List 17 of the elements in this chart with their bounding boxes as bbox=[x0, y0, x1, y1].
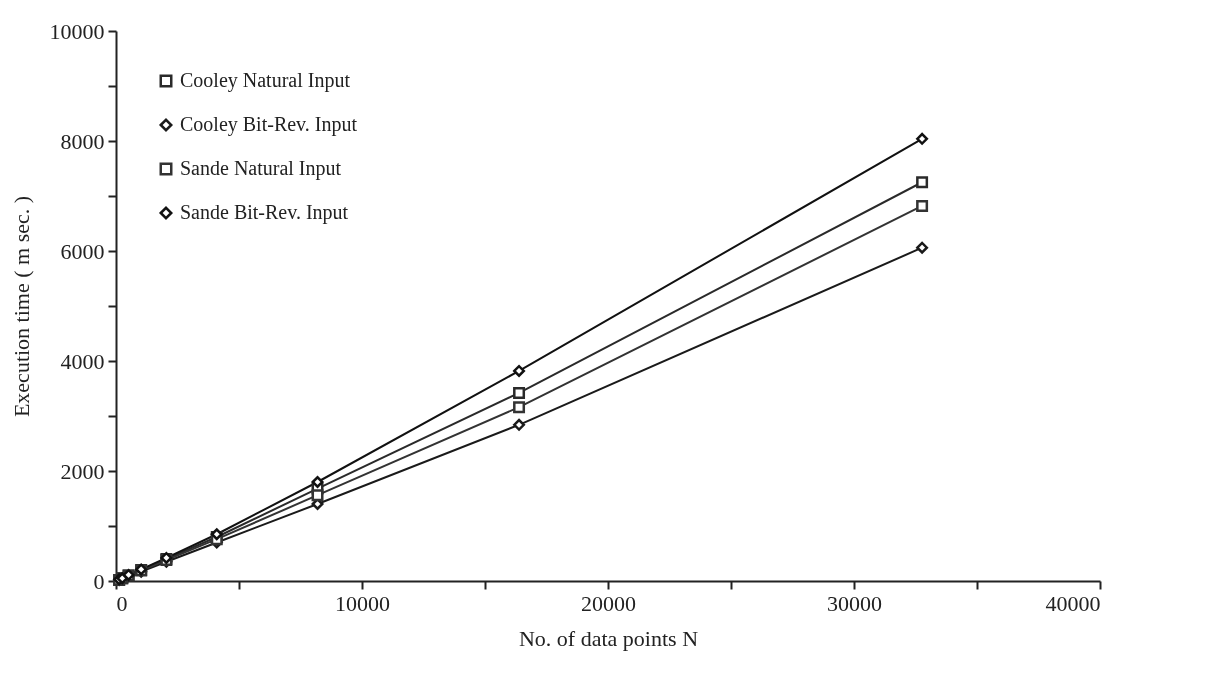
x-tick-label: 30000 bbox=[827, 590, 882, 616]
legend-label: Cooley Natural Input bbox=[180, 69, 351, 92]
legend-label: Cooley Bit-Rev. Input bbox=[180, 113, 358, 136]
y-axis-title: Execution time ( m sec. ) bbox=[8, 195, 34, 418]
y-tick-label: 2000 bbox=[60, 458, 105, 484]
y-tick-label: 0 bbox=[93, 568, 105, 594]
y-tick-label: 10000 bbox=[49, 18, 105, 44]
y-tick-label: 6000 bbox=[60, 238, 105, 264]
x-tick-label: 40000 bbox=[1045, 590, 1101, 616]
x-axis-title: No. of data points N bbox=[518, 625, 699, 651]
x-tick-label: 20000 bbox=[581, 590, 636, 616]
y-tick-label: 8000 bbox=[60, 128, 105, 154]
y-tick-label: 4000 bbox=[60, 348, 105, 374]
legend-label: Sande Bit-Rev. Input bbox=[180, 201, 349, 224]
legend-label: Sande Natural Input bbox=[180, 157, 342, 180]
x-tick-label: 10000 bbox=[335, 590, 390, 616]
x-tick-label: 0 bbox=[116, 590, 128, 616]
